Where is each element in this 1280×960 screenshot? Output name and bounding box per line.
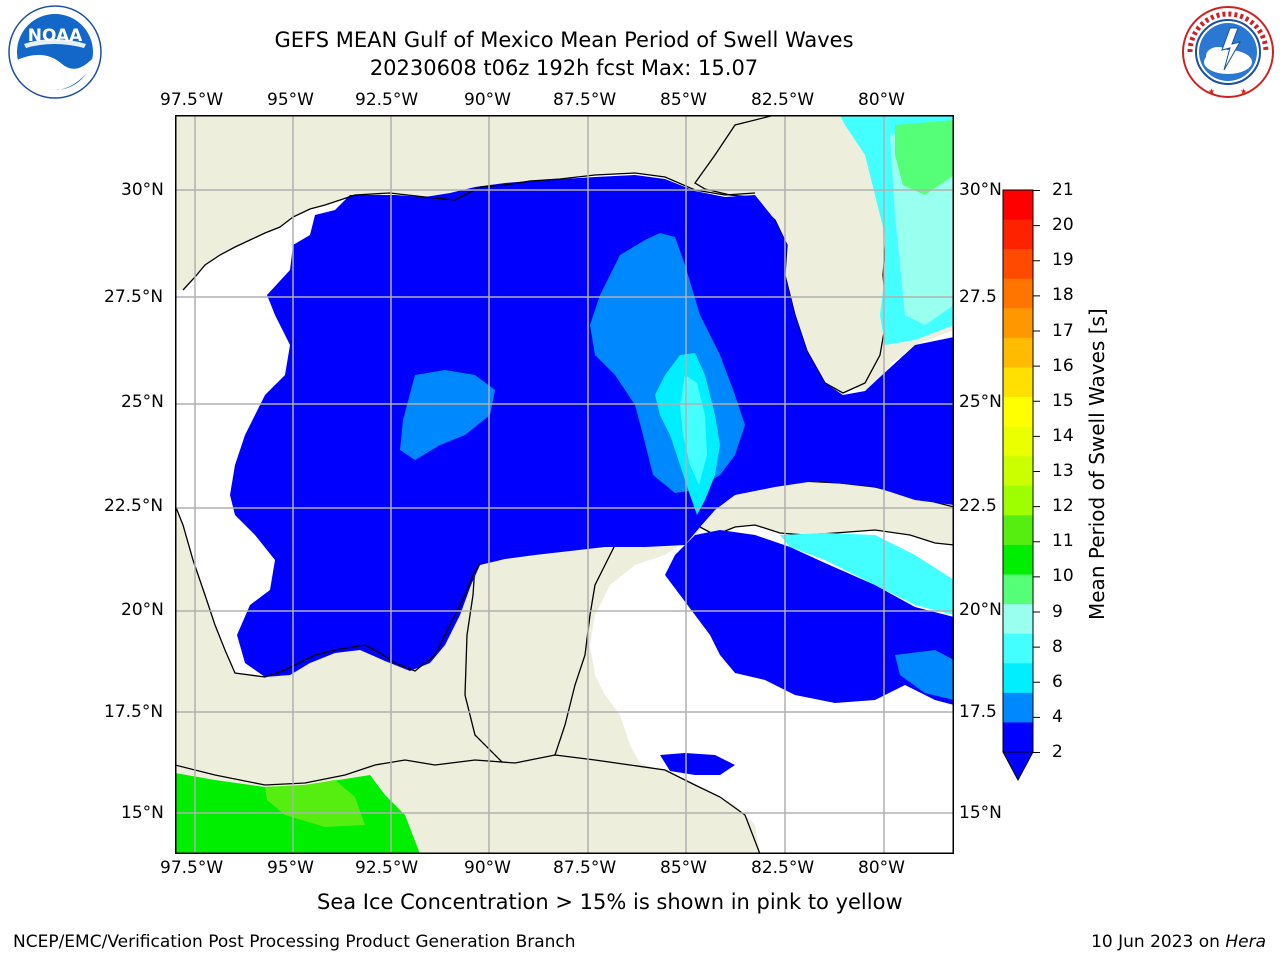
map-panel [175, 115, 954, 854]
colorbar-cell [1003, 249, 1033, 280]
colorbar-tick-label: 13 [1052, 461, 1074, 481]
svg-text:★: ★ [1240, 87, 1247, 96]
colorbar-tick-label: 17 [1052, 320, 1074, 341]
colorbar-cell [1003, 337, 1033, 368]
svg-text:★: ★ [1208, 87, 1215, 96]
colorbar-tick-label: 18 [1052, 285, 1074, 306]
date-text: 10 Jun 2023 on [1091, 932, 1226, 952]
sea-ice-note: Sea Ice Concentration > 15% is shown in … [317, 890, 903, 914]
swell-caribbean-lightblue [895, 650, 954, 700]
lon-tick-bottom: 97.5°W [160, 858, 224, 878]
lon-tick-top: 92.5°W [355, 90, 419, 110]
chart-subtitle: 20230608 t06z 192h fcst Max: 15.07 [369, 56, 759, 80]
coastline [175, 172, 756, 678]
lat-tick-left: 22.5°N [104, 496, 164, 516]
colorbar-tick-label: 11 [1052, 531, 1074, 552]
lon-tick-top: 97.5°W [160, 90, 224, 110]
colorbar-cell [1003, 722, 1033, 753]
swell-caribbean-blue [665, 530, 954, 705]
colorbar-cell [1003, 633, 1033, 664]
lon-tick-bottom: 92.5°W [355, 858, 419, 878]
colorbar-extend-arrow [1002, 751, 1034, 782]
colorbar-label: Mean Period of Swell Waves [s] [1085, 308, 1109, 620]
lat-tick-right: 25°N [959, 392, 1002, 412]
lat-tick-right: 22.5 [959, 496, 997, 516]
lon-tick-bottom: 80°W [858, 858, 905, 878]
colorbar-cell [1003, 544, 1033, 576]
pacific-water-light [265, 780, 365, 827]
lon-tick-bottom: 85°W [660, 858, 707, 878]
colorbar-cell [1003, 426, 1033, 457]
colorbar-cell [1003, 308, 1033, 339]
colorbar-tick-label: 19 [1052, 250, 1074, 271]
colorbar-tick-label: 4 [1052, 706, 1063, 727]
colorbar-cell [1003, 397, 1033, 428]
lat-tick-right: 15°N [959, 803, 1002, 823]
lon-tick-top: 80°W [858, 90, 905, 110]
lon-tick-bottom: 95°W [267, 858, 314, 878]
lat-tick-right: 20°N [959, 600, 1002, 620]
colorbar-tick-label: 2 [1052, 742, 1063, 762]
colorbar-tick-label: 14 [1052, 425, 1074, 446]
colorbar-cell [1003, 692, 1033, 723]
lat-tick-left: 25°N [121, 392, 164, 412]
colorbar-tick-label: 8 [1052, 636, 1063, 657]
lat-tick-left: 15°N [121, 803, 164, 823]
colorbar-cell [1003, 367, 1033, 398]
colorbar-cell [1003, 485, 1033, 516]
lat-tick-left: 20°N [121, 600, 164, 620]
lon-tick-bottom: 90°W [464, 858, 511, 878]
swell-atlantic-east-green [895, 120, 954, 195]
lon-tick-top: 87.5°W [553, 90, 617, 110]
lat-tick-left: 27.5°N [104, 287, 164, 307]
colorbar-cell [1003, 515, 1033, 546]
lat-tick-left: 30°N [121, 180, 164, 200]
lon-tick-top: 90°W [464, 90, 511, 110]
colorbar-cell [1003, 663, 1033, 694]
date-host-text: 10 Jun 2023 on Hera [1091, 932, 1266, 952]
lat-tick-right: 17.5 [959, 702, 997, 722]
lon-tick-top: 82.5°W [751, 90, 815, 110]
nws-logo-icon: ★ ★ [1182, 6, 1274, 98]
colorbar-tick-label: 9 [1052, 601, 1063, 622]
colorbar-tick-label: 21 [1052, 180, 1074, 200]
credit-text: NCEP/EMC/Verification Post Processing Pr… [13, 932, 576, 952]
lon-tick-bottom: 87.5°W [553, 858, 617, 878]
host-name: Hera [1225, 932, 1266, 952]
colorbar-tick-label: 20 [1052, 215, 1074, 236]
swell-period-2-4s [230, 175, 954, 677]
lat-tick-left: 17.5°N [104, 702, 164, 722]
colorbar-cell [1003, 278, 1033, 309]
lat-tick-right: 27.5 [959, 287, 997, 307]
colorbar-cell [1003, 574, 1033, 605]
colorbar-tick-label: 15 [1052, 390, 1074, 411]
colorbar-cell [1003, 604, 1033, 635]
colorbar-tick-label: 16 [1052, 355, 1074, 376]
lon-tick-top: 95°W [267, 90, 314, 110]
lat-tick-right: 30°N [959, 180, 1002, 200]
colorbar-tick-label: 6 [1052, 671, 1063, 692]
colorbar-tick-label: 12 [1052, 496, 1074, 517]
noaa-logo-icon: NOAA [8, 5, 102, 99]
map-graticule [175, 115, 954, 854]
lon-tick-top: 85°W [660, 90, 707, 110]
swell-honduras-blue [660, 753, 735, 775]
swell-caribbean-cyan [780, 533, 954, 615]
colorbar-cell [1003, 190, 1033, 221]
colorbar-cell [1003, 456, 1033, 487]
colorbar-cell [1003, 219, 1033, 250]
colorbar [1002, 189, 1040, 782]
map-frame [175, 115, 954, 854]
noaa-logo-text: NOAA [28, 26, 83, 46]
chart-title: GEFS MEAN Gulf of Mexico Mean Period of … [274, 28, 854, 52]
colorbar-tick-label: 10 [1052, 566, 1074, 587]
swell-period-4-6s-west [400, 370, 495, 460]
lon-tick-bottom: 82.5°W [751, 858, 815, 878]
